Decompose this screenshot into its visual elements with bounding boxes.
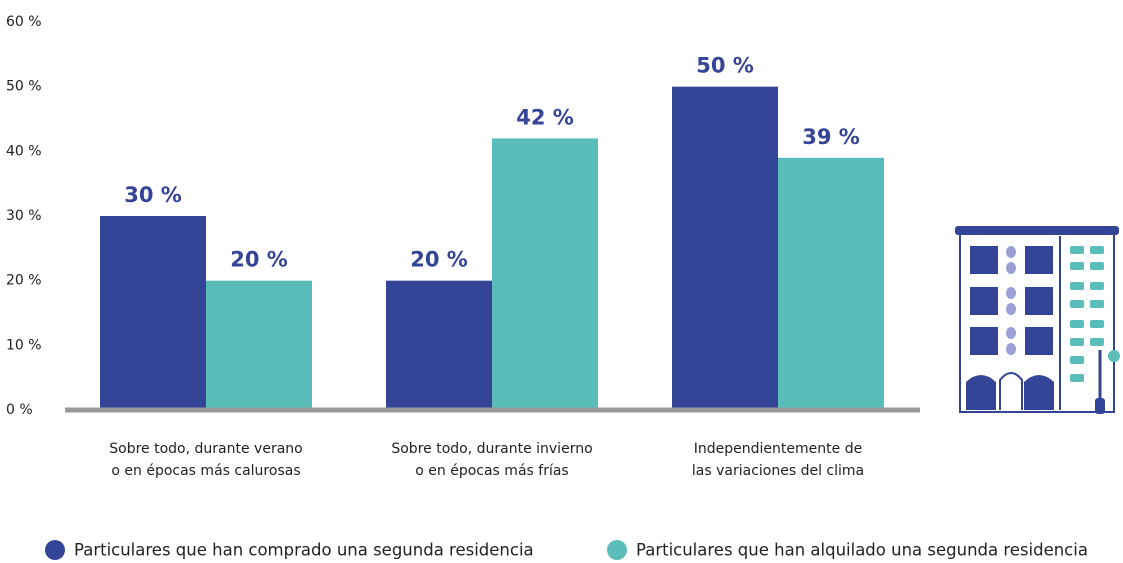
x-tick-label: Independientemente de las variaciones de… [691,441,865,479]
bar [100,216,206,410]
y-tick-label: 30 % [6,208,42,224]
building-illustration [955,226,1120,414]
y-tick-label: 40 % [6,143,42,159]
y-tick-label: 50 % [6,79,42,95]
y-tick-label: 0 % [6,402,33,418]
value-label: 20 % [230,248,288,272]
value-label: 30 % [124,183,182,207]
value-label: 42 % [516,105,574,129]
x-tick-label: Sobre todo, durante invierno o en épocas… [391,441,593,479]
value-label: 39 % [802,125,860,149]
y-tick-label: 10 % [6,337,42,353]
legend-label: Particulares que han alquilado una segun… [636,541,1088,560]
bar [672,86,778,411]
y-tick-label: 20 % [6,273,42,289]
legend-label: Particulares que han comprado una segund… [74,541,534,560]
legend-marker [607,540,627,560]
bar [778,157,884,410]
bar [492,138,598,410]
value-label: 50 % [696,54,754,78]
y-tick-label: 60 % [6,14,42,30]
bar [206,280,312,410]
value-label: 20 % [410,248,468,272]
bar [386,280,492,410]
legend-marker [45,540,65,560]
x-tick-label: Sobre todo, durante verano o en épocas m… [109,441,303,479]
